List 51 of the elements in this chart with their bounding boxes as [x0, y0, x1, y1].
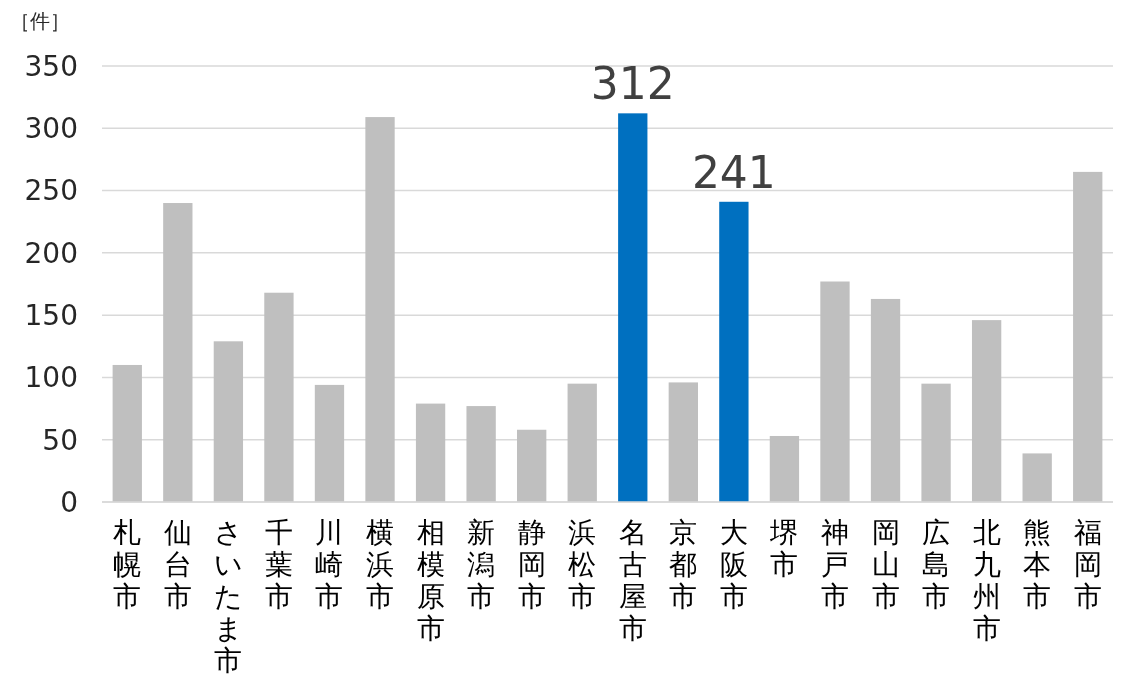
bar: [314, 384, 345, 502]
x-tick-label: 札幌市: [113, 516, 142, 613]
data-label: 312: [590, 58, 675, 110]
y-tick-label: 250: [24, 174, 78, 208]
data-label: 241: [691, 146, 776, 198]
x-tick-label: 名古屋市: [618, 516, 647, 645]
x-tick-label: 堺市: [769, 516, 799, 581]
y-tick-label: 100: [24, 361, 78, 395]
x-tick-label: 川崎市: [315, 516, 344, 613]
y-axis-title: ［件］: [10, 9, 70, 33]
y-tick-label: 50: [42, 423, 78, 457]
bar: [668, 382, 698, 502]
bar: [365, 117, 395, 502]
bar: [517, 429, 547, 502]
bar: [112, 364, 142, 502]
x-tick-label: 北九州市: [972, 516, 1001, 645]
bar: [870, 298, 901, 502]
x-tick-label: 岡山市: [871, 516, 900, 613]
x-tick-label: 静岡市: [517, 516, 546, 613]
x-tick-label: 浜松市: [568, 516, 597, 613]
x-tick-label: 京都市: [669, 516, 698, 613]
bar: [415, 403, 446, 502]
x-tick-label: 千葉市: [264, 516, 293, 613]
bar: [719, 201, 749, 502]
bar: [618, 113, 648, 502]
bar: [921, 383, 951, 502]
bar: [567, 383, 597, 502]
y-tick-label: 350: [24, 49, 78, 83]
bar: [264, 292, 294, 502]
x-tick-label: 横浜市: [366, 516, 395, 613]
x-tick-label: 福岡市: [1073, 516, 1102, 613]
y-tick-label: 300: [24, 112, 78, 146]
bar: [1022, 453, 1052, 502]
x-tick-label: 熊本市: [1023, 516, 1052, 613]
x-tick-label: 新潟市: [467, 516, 496, 613]
x-tick-label: 大阪市: [719, 516, 748, 613]
bar: [1073, 171, 1103, 502]
x-tick-label: 神戸市: [820, 516, 849, 613]
bar: [769, 435, 800, 502]
bar: [213, 341, 244, 502]
bar: [971, 320, 1002, 502]
y-tick-label: 150: [24, 298, 78, 332]
x-tick-label: 相模原市: [416, 516, 445, 645]
y-tick-label: 0: [60, 485, 78, 519]
x-tick-label: 広島市: [922, 516, 951, 613]
y-tick-label: 200: [24, 236, 78, 270]
bar: [163, 203, 193, 502]
bar: [466, 406, 496, 502]
bar: [820, 281, 850, 502]
x-tick-label: さいたま市: [213, 516, 243, 677]
x-tick-label: 仙台市: [163, 516, 192, 613]
